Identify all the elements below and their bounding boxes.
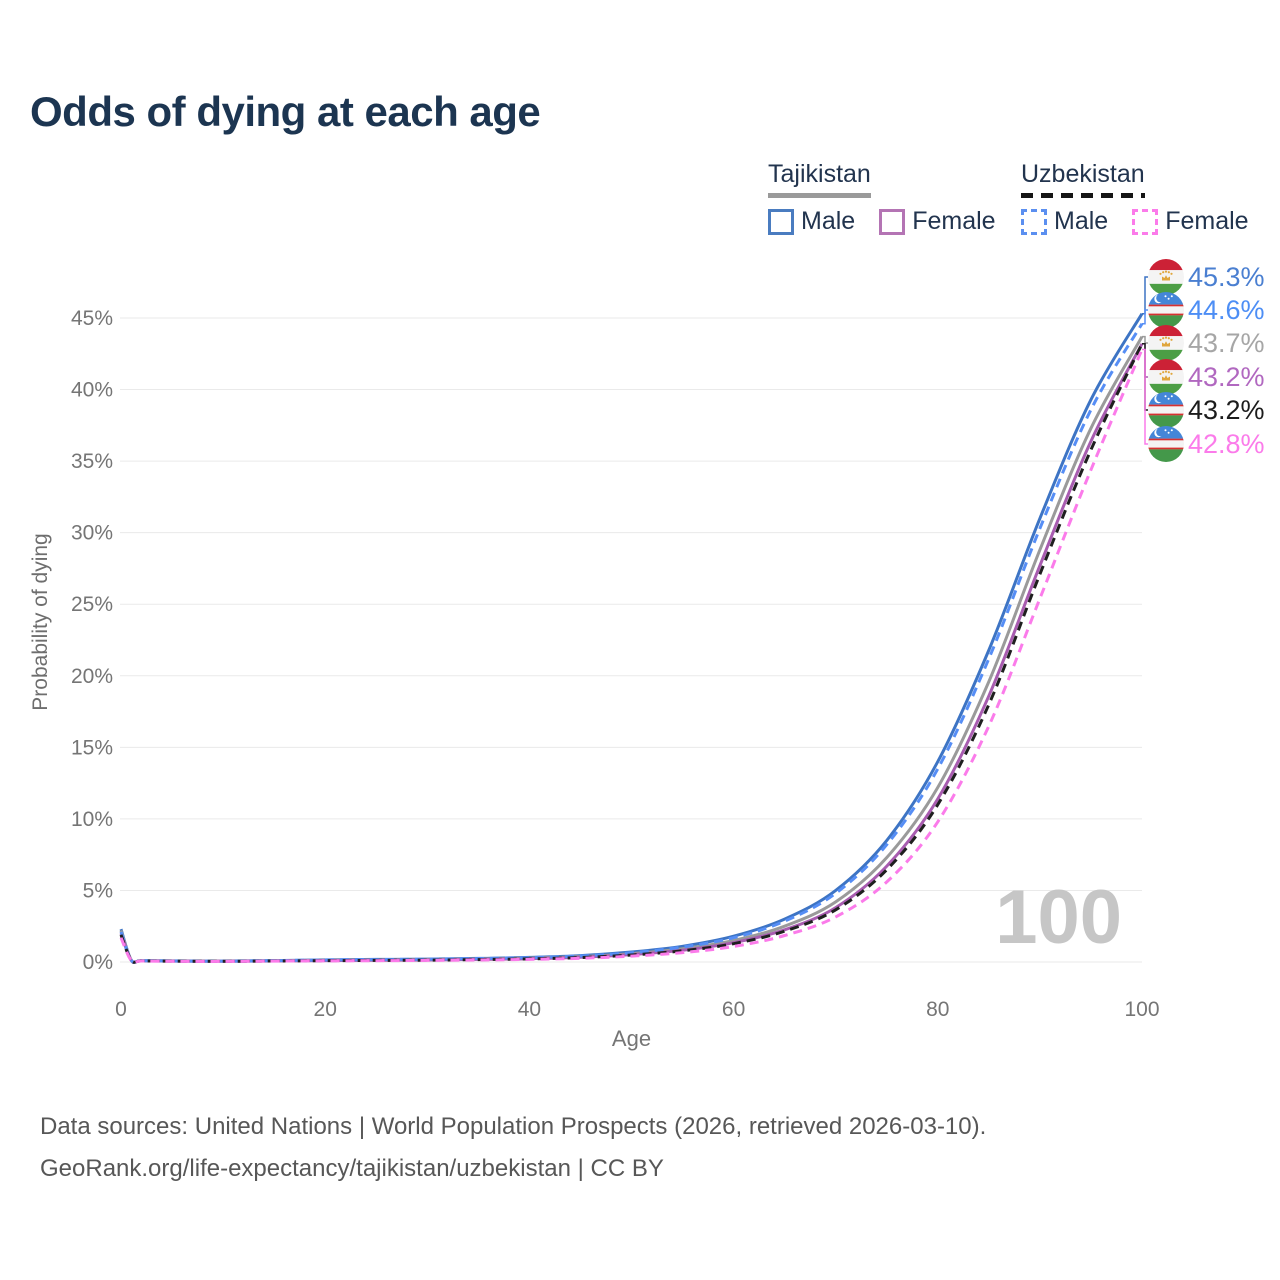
legend-item-tajikistan-male[interactable]: Male [768,207,855,236]
y-tick-label: 20% [71,665,113,688]
end-label-uzbekistan-male: 44.6% [1148,292,1265,328]
end-label-tajikistan-female: 43.2% [1148,359,1265,395]
end-label-value: 42.8% [1188,429,1265,459]
y-tick-label: 30% [71,522,113,545]
legend-item-uzbekistan-male[interactable]: Male [1021,207,1108,236]
tajikistan-flag-icon [1148,325,1184,361]
series-line-uzbekistan-male[interactable] [119,322,1144,964]
y-tick-label: 45% [71,307,113,330]
series-line-uzbekistan-all[interactable] [119,343,1144,964]
x-tick-label: 100 [1124,998,1159,1021]
legend-item-uzbekistan-female[interactable]: Female [1132,207,1249,236]
end-label-value: 43.2% [1188,395,1265,425]
legend-item-label: Female [912,207,996,235]
legend-item-label: Female [1165,207,1249,235]
age-watermark: 100 [995,875,1122,960]
y-tick-label: 40% [71,379,113,402]
x-tick-label: 60 [722,998,745,1021]
uzbekistan-flag-icon [1148,292,1184,328]
uzbekistan-male-swatch-icon [1021,208,1047,235]
x-axis-title: Age [612,1026,651,1051]
end-label-value: 43.2% [1188,362,1265,392]
end-label-uzbekistan-all: 43.2% [1148,392,1265,428]
tajikistan-female-swatch-icon [879,208,906,235]
y-tick-label: 10% [71,808,113,831]
tajikistan-flag-icon [1148,259,1184,295]
end-label-value: 44.6% [1188,295,1265,325]
end-label-value: 45.3% [1188,262,1265,292]
legend-item-tajikistan-female[interactable]: Female [879,207,996,236]
y-tick-label: 15% [71,736,113,759]
data-source-line: Data sources: United Nations | World Pop… [40,1113,987,1140]
y-tick-label: 25% [71,593,113,616]
footer: Data sources: United Nations | World Pop… [40,1106,986,1190]
legend-country-tajikistan-label: Tajikistan [768,160,871,188]
x-tick-label: 0 [115,998,127,1021]
legend-item-label: Male [1054,207,1109,235]
end-label-connector [1142,309,1148,325]
uzbekistan-flag-icon [1148,426,1184,462]
uzbekistan-flag-icon [1148,392,1184,428]
series-line-tajikistan-male[interactable] [119,312,1144,964]
legend-country-tajikistan[interactable]: Tajikistan [768,160,871,198]
end-label-tajikistan-male: 45.3% [1148,259,1265,295]
end-label-connector [1142,335,1148,344]
end-label-connector [1142,348,1148,445]
legend-item-label: Male [801,207,856,235]
end-label-value: 43.7% [1188,328,1265,358]
x-tick-label: 20 [314,998,337,1021]
end-label-tajikistan-all: 43.7% [1148,325,1265,361]
end-label-connector [1142,276,1148,315]
page-title: Odds of dying at each age [30,88,541,135]
tajikistan-solid-line-sample [768,193,871,198]
y-tick-label: 5% [83,879,113,902]
end-label-uzbekistan-female: 42.8% [1148,426,1265,462]
legend-country-uzbekistan-label: Uzbekistan [1021,160,1145,188]
x-tick-label: 40 [518,998,541,1021]
tajikistan-male-swatch-icon [768,208,794,235]
legend: Tajikistan Male Female Uzbekistan Male [0,160,1280,250]
y-axis-title: Probability of dying [29,533,52,710]
uzbekistan-female-swatch-icon [1132,208,1159,235]
y-tick-label: 35% [71,450,113,473]
x-tick-label: 80 [926,998,949,1021]
legend-group-tajikistan: Tajikistan Male Female [768,160,996,236]
tajikistan-flag-icon [1148,359,1184,395]
legend-country-uzbekistan[interactable]: Uzbekistan [1021,160,1145,198]
legend-group-uzbekistan: Uzbekistan Male Female [1021,160,1249,236]
series-line-uzbekistan-female[interactable] [119,348,1144,964]
attribution-line: GeoRank.org/life-expectancy/tajikistan/u… [40,1155,664,1182]
uzbekistan-dashed-line-sample [1021,193,1145,198]
y-tick-label: 0% [83,951,113,974]
